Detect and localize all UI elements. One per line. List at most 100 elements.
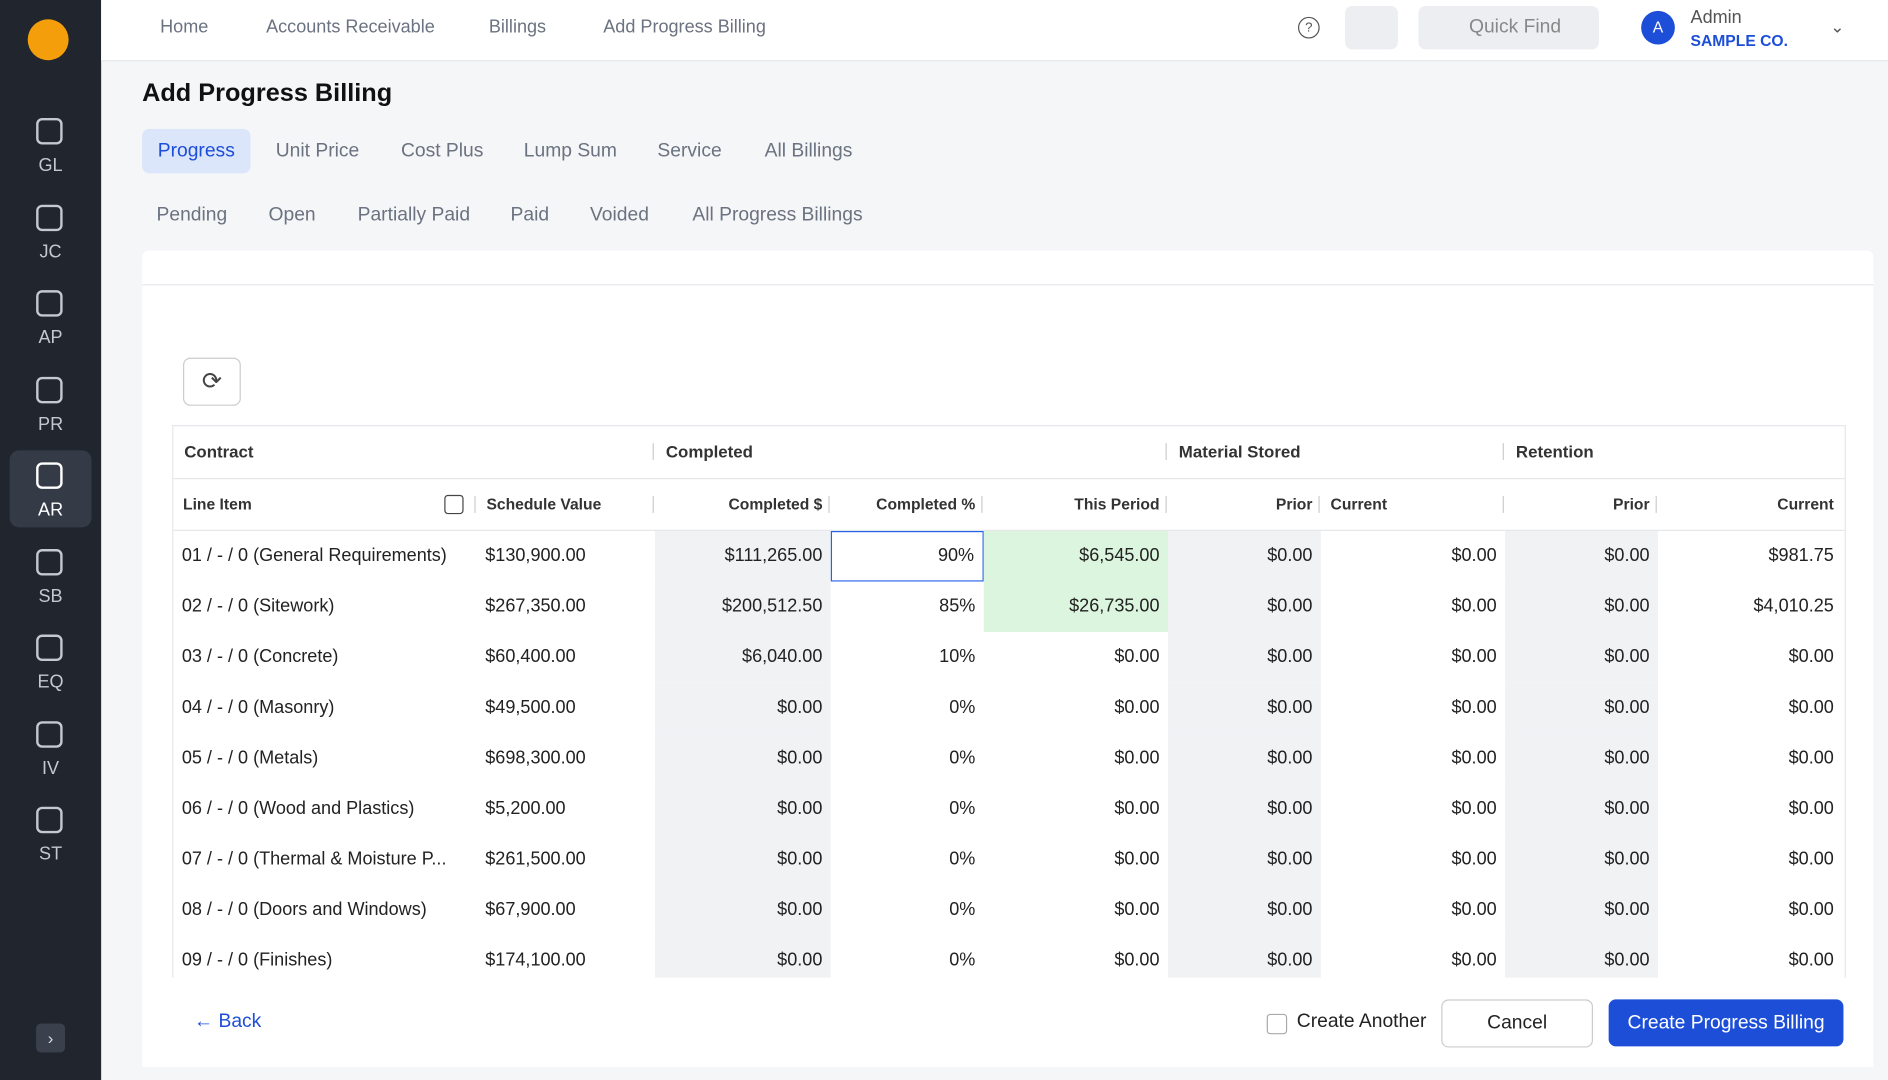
breadcrumb-item[interactable]: Billings xyxy=(489,17,546,37)
table-cell: 04 / - / 0 (Masonry) xyxy=(173,683,476,734)
refresh-button[interactable]: ⟳ xyxy=(183,358,241,406)
quick-find[interactable]: Quick Find xyxy=(1418,6,1599,49)
header-separator xyxy=(474,496,475,513)
table-cell: $0.00 xyxy=(1658,683,1842,734)
billing-table: ContractCompletedMaterial StoredRetentio… xyxy=(172,425,1846,979)
table-cell: $0.00 xyxy=(1168,531,1321,582)
table-cell: $60,400.00 xyxy=(477,632,655,683)
nav-icon xyxy=(36,376,62,402)
header-separator xyxy=(653,443,654,460)
back-link[interactable]: ← Back xyxy=(194,1011,261,1033)
table-cell: $0.00 xyxy=(1321,733,1505,784)
nav-icon xyxy=(36,807,62,833)
header-separator xyxy=(1503,496,1504,513)
table-cell: 06 / - / 0 (Wood and Plastics) xyxy=(173,784,476,835)
tab[interactable]: All Billings xyxy=(749,129,868,174)
subtab[interactable]: Open xyxy=(269,205,316,227)
tab[interactable]: Unit Price xyxy=(260,129,375,174)
subtab[interactable]: Voided xyxy=(590,205,649,227)
table-cell: $698,300.00 xyxy=(477,733,655,784)
table-cell: $0.00 xyxy=(1321,531,1505,582)
table-cell: $0.00 xyxy=(1505,582,1658,633)
nav-item[interactable]: GL xyxy=(10,106,92,183)
nav-item[interactable]: PR xyxy=(10,364,92,441)
breadcrumb-item[interactable]: Accounts Receivable xyxy=(266,17,435,37)
column-toggle[interactable] xyxy=(444,495,463,514)
nav-item[interactable]: AR xyxy=(10,450,92,527)
table-cell: $111,265.00 xyxy=(655,531,831,582)
table-cell: $0.00 xyxy=(1505,936,1658,979)
cancel-button[interactable]: Cancel xyxy=(1441,999,1593,1047)
table-cell[interactable]: 90% xyxy=(831,531,984,582)
table-cell[interactable]: 10% xyxy=(831,632,984,683)
nav-item[interactable]: JC xyxy=(10,192,92,269)
column-header: Current xyxy=(1658,479,1842,530)
header-separator xyxy=(828,496,829,513)
table-cell: $0.00 xyxy=(1505,531,1658,582)
create-another-checkbox[interactable] xyxy=(1267,1014,1287,1034)
page-title: Add Progress Billing xyxy=(142,79,392,108)
header-separator xyxy=(981,496,982,513)
tab[interactable]: Progress xyxy=(142,129,250,174)
table-cell: $0.00 xyxy=(1505,683,1658,734)
nav-icon xyxy=(36,290,62,316)
table-cell: $0.00 xyxy=(1168,834,1321,885)
table-cell[interactable]: 0% xyxy=(831,733,984,784)
column-header: Completed % xyxy=(831,479,984,530)
user-name: Admin xyxy=(1691,7,1742,27)
table-cell: $5,200.00 xyxy=(477,784,655,835)
table-cell: $0.00 xyxy=(1168,582,1321,633)
column-header: Line Item xyxy=(173,479,476,530)
tab[interactable]: Cost Plus xyxy=(385,129,499,174)
avatar[interactable]: A xyxy=(1641,11,1675,45)
nav-label: GL xyxy=(10,155,92,175)
table-cell: $0.00 xyxy=(984,936,1168,979)
table-cell: 02 / - / 0 (Sitework) xyxy=(173,582,476,633)
table-cell: 09 / - / 0 (Finishes) xyxy=(173,936,476,979)
table-cell: $0.00 xyxy=(1505,784,1658,835)
table-cell: $0.00 xyxy=(1658,784,1842,835)
tab[interactable]: Service xyxy=(642,129,738,174)
table-cell: $267,350.00 xyxy=(477,582,655,633)
nav-item[interactable]: AP xyxy=(10,278,92,355)
nav-item[interactable]: SB xyxy=(10,536,92,613)
help-icon[interactable]: ? xyxy=(1298,17,1320,39)
table-cell[interactable]: 0% xyxy=(831,885,984,936)
subtab[interactable]: Partially Paid xyxy=(358,205,470,227)
table-cell: $174,100.00 xyxy=(477,936,655,979)
nav-label: PR xyxy=(10,414,92,434)
table-cell: $0.00 xyxy=(1321,834,1505,885)
tab[interactable]: Lump Sum xyxy=(508,129,632,174)
nav-item[interactable]: IV xyxy=(10,709,92,786)
nav-icon xyxy=(36,721,62,747)
table-cell: $0.00 xyxy=(1168,683,1321,734)
table-cell: $4,010.25 xyxy=(1658,582,1842,633)
subtab[interactable]: Pending xyxy=(157,205,228,227)
table-cell[interactable]: 85% xyxy=(831,582,984,633)
table-cell[interactable]: 0% xyxy=(831,784,984,835)
dropdown-caret[interactable]: ⌄ xyxy=(1830,17,1844,37)
subtab[interactable]: All Progress Billings xyxy=(692,205,862,227)
table-cell: $0.00 xyxy=(655,784,831,835)
subtab[interactable]: Paid xyxy=(511,205,550,227)
nav-icon xyxy=(36,462,62,488)
table-cell[interactable]: 0% xyxy=(831,936,984,979)
submit-button[interactable]: Create Progress Billing xyxy=(1609,999,1844,1046)
chat-button[interactable] xyxy=(1345,6,1398,49)
table-cell: $0.00 xyxy=(1321,885,1505,936)
nav-item[interactable]: ST xyxy=(10,795,92,872)
column-header: Completed $ xyxy=(655,479,831,530)
logo[interactable] xyxy=(28,19,69,60)
table-cell[interactable]: 0% xyxy=(831,683,984,734)
table-cell: $0.00 xyxy=(655,683,831,734)
table-cell: $0.00 xyxy=(1168,885,1321,936)
expand-button[interactable]: › xyxy=(36,1023,65,1052)
table-cell[interactable]: 0% xyxy=(831,834,984,885)
header-separator xyxy=(1656,496,1657,513)
nav-icon xyxy=(36,548,62,574)
breadcrumb-item[interactable]: Home xyxy=(160,17,208,37)
table-cell: $0.00 xyxy=(1505,834,1658,885)
nav-item[interactable]: EQ xyxy=(10,623,92,700)
column-header: Prior xyxy=(1505,479,1658,530)
